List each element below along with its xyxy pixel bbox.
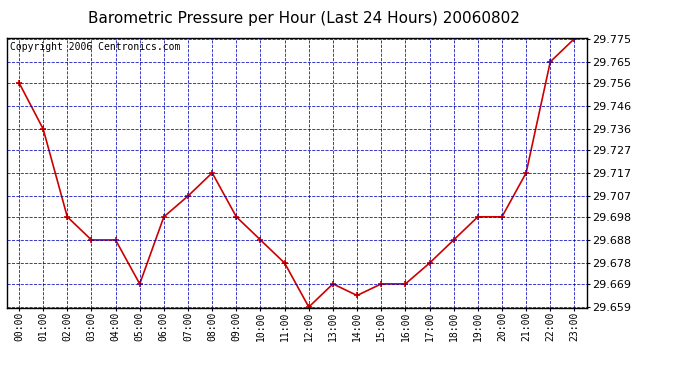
- Text: Barometric Pressure per Hour (Last 24 Hours) 20060802: Barometric Pressure per Hour (Last 24 Ho…: [88, 11, 520, 26]
- Text: Copyright 2006 Centronics.com: Copyright 2006 Centronics.com: [10, 42, 180, 51]
